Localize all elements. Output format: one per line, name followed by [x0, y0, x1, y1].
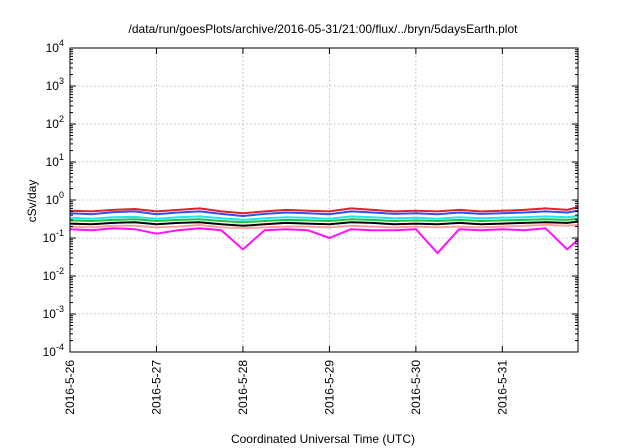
x-tick-label: 2016-5-27: [149, 360, 163, 415]
y-tick-label: 10-4: [43, 342, 64, 359]
x-tick-label: 2016-5-31: [495, 360, 509, 415]
series-line-3: [69, 215, 579, 221]
grid-lines: [70, 48, 578, 352]
series-line-7: [69, 227, 579, 255]
x-tick-label: 2016-5-30: [409, 360, 423, 415]
series-line-6: [69, 224, 579, 230]
chart-title: /data/run/goesPlots/archive/2016-05-31/2…: [129, 22, 519, 36]
y-tick-label: 10-3: [43, 304, 64, 321]
series-line-1: [69, 206, 579, 215]
y-tick-label: 104: [46, 38, 64, 55]
x-tick-label: 2016-5-29: [322, 360, 336, 415]
x-axis-label: Coordinated Universal Time (UTC): [231, 432, 415, 446]
y-tick-label: 103: [46, 76, 64, 93]
y-tick-label: 102: [46, 114, 64, 131]
plot-series: [69, 206, 579, 255]
y-tick-label: 10-1: [43, 228, 64, 245]
y-axis-label: cSv/day: [25, 180, 39, 223]
series-line-4: [69, 217, 579, 224]
y-axis: 10-4 10-3 10-2 10-1 100 101 102 103 104: [43, 38, 578, 359]
x-tick-label: 2016-5-26: [63, 360, 77, 415]
y-tick-label: 100: [46, 190, 64, 207]
series-line-2: [69, 209, 579, 217]
x-axis: 2016-5-26 2016-5-27 2016-5-28 2016-5-29 2016…: [63, 48, 509, 415]
series-line-5: [69, 220, 579, 227]
y-tick-label: 101: [46, 152, 64, 169]
x-tick-label: 2016-5-28: [236, 360, 250, 415]
y-tick-label: 10-2: [43, 266, 64, 283]
